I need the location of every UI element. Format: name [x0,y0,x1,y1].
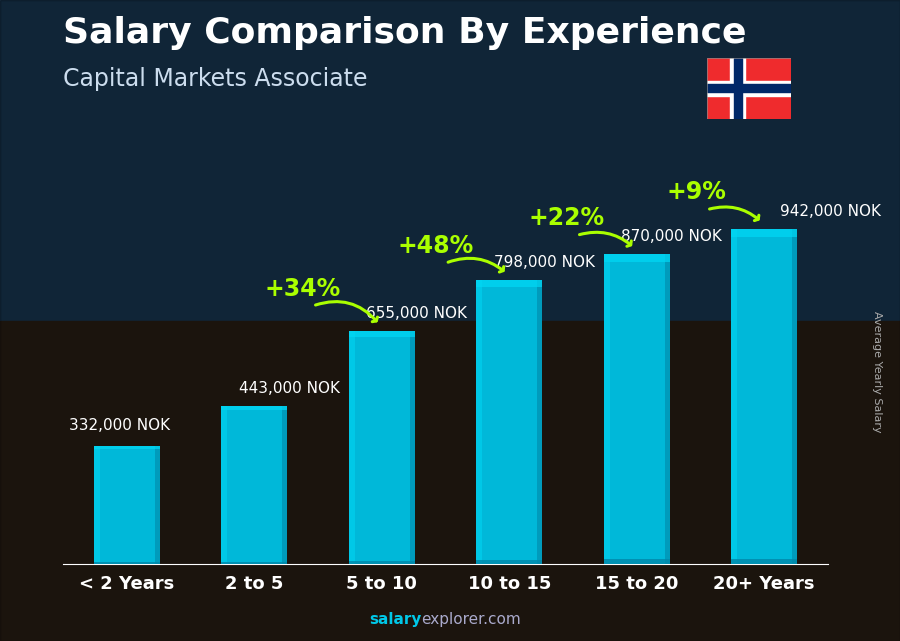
Bar [604,254,609,564]
Bar [94,446,160,449]
Text: 332,000 NOK: 332,000 NOK [69,419,170,433]
Bar [604,254,670,564]
Bar [731,229,737,564]
Bar [221,562,287,564]
Bar [731,229,797,564]
Text: explorer.com: explorer.com [421,612,521,627]
Bar [476,560,543,564]
Text: Capital Markets Associate: Capital Markets Associate [63,67,367,91]
Bar [283,406,287,564]
Bar [731,559,797,564]
Bar [731,229,797,237]
Text: +9%: +9% [667,180,726,204]
Text: Average Yearly Salary: Average Yearly Salary [872,311,883,433]
Bar [348,331,415,564]
Text: +48%: +48% [397,234,473,258]
Bar [604,560,670,564]
Text: +34%: +34% [265,276,341,301]
Bar [348,561,415,564]
Bar [155,446,160,564]
Bar [221,406,287,410]
Bar [792,229,797,564]
Text: Salary Comparison By Experience: Salary Comparison By Experience [63,16,746,50]
Bar [730,58,745,119]
Bar [348,331,355,564]
Bar [665,254,670,564]
Text: 870,000 NOK: 870,000 NOK [621,229,723,244]
Text: +22%: +22% [528,206,605,230]
Bar [537,280,543,564]
Bar [221,406,287,564]
Bar [0,320,900,641]
Text: 798,000 NOK: 798,000 NOK [494,255,595,270]
Bar [604,254,670,262]
Bar [707,81,791,96]
Bar [0,0,900,320]
Bar [734,58,742,119]
Text: 443,000 NOK: 443,000 NOK [239,381,340,395]
Bar [476,280,543,564]
Text: 942,000 NOK: 942,000 NOK [779,204,880,219]
Bar [476,280,482,564]
Text: salary: salary [369,612,421,627]
Bar [94,562,160,564]
Bar [707,85,791,92]
Bar [348,331,415,337]
Bar [94,446,160,564]
Bar [94,446,100,564]
Bar [221,406,227,564]
Bar [476,280,543,287]
Text: 655,000 NOK: 655,000 NOK [366,306,467,321]
Bar [410,331,415,564]
